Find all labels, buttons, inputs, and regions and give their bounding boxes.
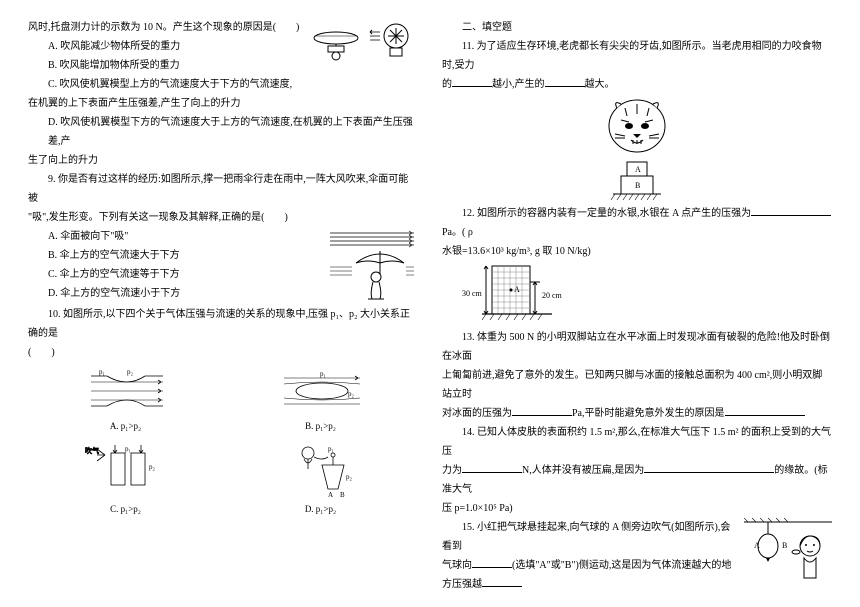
- q10-fig-b: p₁ p₂: [278, 366, 364, 416]
- tiger-figure: [442, 94, 832, 158]
- q11-line2: 的 越小,产生的 越大。: [442, 75, 832, 94]
- q10-c-label: C. p₁>p₂: [110, 501, 141, 518]
- question-9: 9. 你是否有过这样的经历:如图所示,撑一把雨伞行走在雨中,一阵大风吹来,伞面可…: [28, 170, 418, 305]
- q14-blank1[interactable]: [462, 463, 522, 473]
- q10-fig-a: p₁ p₂: [83, 366, 169, 416]
- svg-text:p₂: p₂: [348, 390, 355, 398]
- q10-line2: ( ): [28, 343, 418, 362]
- q15-blank2[interactable]: [482, 577, 522, 587]
- q8-opt-c-line2: 在机翼的上下表面产生压强差,产生了向上的升力: [28, 94, 418, 113]
- q13-blank2[interactable]: [725, 406, 805, 416]
- q11-l2a: 的: [442, 79, 452, 90]
- svg-text:p₂: p₂: [149, 463, 156, 471]
- q8-opt-c: C. 吹风使机翼模型上方的气流速度大于下方的气流速度,: [28, 75, 418, 94]
- q12-line1: 12. 如图所示的容器内装有一定量的水银,水银在 A 点产生的压强为 Pa。( …: [442, 204, 832, 242]
- q9-line2: "吸",发生形变。下列有关这一现象及其解释,正确的是( ): [28, 208, 418, 227]
- svg-text:A B: A B: [328, 491, 345, 499]
- svg-text:p₂: p₂: [127, 368, 134, 376]
- q8-opt-d: D. 吹风使机翼模型下方的气流速度大于上方的气流速度,在机翼的上下表面产生压强差…: [28, 113, 418, 151]
- q10-a-label: A. p₁>p₂: [110, 418, 141, 435]
- q10-opt-a: p₁ p₂ A. p₁>p₂: [83, 366, 169, 435]
- question-8-continued: 风时,托盘测力计的示数为 10 N。产生这个现象的原因是( ) A. 吹风能减少…: [28, 18, 418, 170]
- q10-options-row1: p₁ p₂ A. p₁>p₂ p₁ p₂ B. p₁>p₂: [28, 366, 418, 435]
- svg-text:p₁: p₁: [320, 370, 326, 378]
- right-column: 二、填空题 11. 为了适应生存环境,老虎都长有尖尖的牙齿,如图所示。当老虎用相…: [442, 18, 832, 589]
- q10-opt-d: p₁ p₂ A B D. p₁>p₂: [278, 439, 364, 518]
- q10-opt-c: 吹气 p₁ p₂ C. p₁>p₂: [83, 439, 169, 518]
- q10-opt-b: p₁ p₂ B. p₁>p₂: [278, 366, 364, 435]
- svg-text:A: A: [754, 541, 760, 550]
- q11-blank1[interactable]: [452, 77, 492, 87]
- section-2-title: 二、填空题: [442, 18, 832, 37]
- question-11: 11. 为了适应生存环境,老虎都长有尖尖的牙齿,如图所示。当老虎用相同的力咬食物…: [442, 37, 832, 204]
- q14-l3: 压 p=1.0×10⁵ Pa): [442, 499, 832, 518]
- q11-blank2[interactable]: [545, 77, 585, 87]
- box-ab-figure: A B: [442, 158, 832, 204]
- question-13: 13. 体重为 500 N 的小明双脚站立在水平冰面上时发现冰面有破裂的危险!他…: [442, 328, 832, 423]
- box-a-label: A: [635, 165, 641, 174]
- q11-line1: 11. 为了适应生存环境,老虎都长有尖尖的牙齿,如图所示。当老虎用相同的力咬食物…: [442, 37, 832, 75]
- q14-l1: 14. 已知人体皮肤的表面积约 1.5 m²,那么,在标准大气压下 1.5 m²…: [442, 423, 832, 461]
- q10-line1: 10. 如图所示,以下四个关于气体压强与流速的关系的现象中,压强 p₁、p₂ 大…: [28, 305, 418, 343]
- umbrella-figure: [326, 227, 418, 305]
- balloon-figure: A B: [744, 518, 832, 588]
- svg-text:p₁: p₁: [125, 445, 131, 453]
- q13-blank1[interactable]: [512, 406, 572, 416]
- svg-text:B: B: [782, 541, 787, 550]
- question-12: 12. 如图所示的容器内装有一定量的水银,水银在 A 点产生的压强为 Pa。( …: [442, 204, 832, 328]
- q11-l2b: 越小,产生的: [492, 79, 545, 90]
- svg-text:p₂: p₂: [346, 473, 353, 481]
- q15-blank1[interactable]: [472, 558, 512, 568]
- q13-l2: 上匍匐前进,避免了意外的发生。已知两只脚与冰面的接触总面积为 400 cm²,则…: [442, 366, 832, 404]
- question-15: A B 15. 小红把气球悬挂起来,向气球的 A 侧旁边吹气(如图所示),会看到…: [442, 518, 832, 594]
- q8-opt-d-line2: 生了向上的升力: [28, 151, 418, 170]
- q11-l2c: 越大。: [585, 79, 615, 90]
- fan-wing-figure: [308, 18, 418, 62]
- question-10: 10. 如图所示,以下四个关于气体压强与流速的关系的现象中,压强 p₁、p₂ 大…: [28, 305, 418, 518]
- q10-d-label: D. p₁>p₂: [305, 501, 336, 518]
- q9-line1: 9. 你是否有过这样的经历:如图所示,撑一把雨伞行走在雨中,一阵大风吹来,伞面可…: [28, 170, 418, 208]
- q14-blank2[interactable]: [644, 463, 774, 473]
- fig12-right-label: 20 cm: [542, 291, 563, 300]
- question-14: 14. 已知人体皮肤的表面积约 1.5 m²,那么,在标准大气压下 1.5 m²…: [442, 423, 832, 518]
- q10-b-label: B. p₁>p₂: [305, 418, 336, 435]
- svg-text:p₁: p₁: [328, 445, 334, 453]
- q12-line2: 水银=13.6×10³ kg/m³, g 取 10 N/kg): [442, 242, 832, 262]
- q10-options-row2: 吹气 p₁ p₂ C. p₁>p₂: [28, 439, 418, 518]
- q13-l3: 对冰面的压强为Pa,平卧时能避免意外发生的原因是: [442, 404, 832, 423]
- left-column: 风时,托盘测力计的示数为 10 N。产生这个现象的原因是( ) A. 吹风能减少…: [28, 18, 418, 589]
- fig12-left-label: 30 cm: [462, 289, 483, 298]
- q13-l1: 13. 体重为 500 N 的小明双脚站立在水平冰面上时发现冰面有破裂的危险!他…: [442, 328, 832, 366]
- q12-blank[interactable]: [751, 206, 831, 216]
- fig12-A: A: [514, 285, 520, 294]
- q10-fig-d: p₁ p₂ A B: [278, 439, 364, 499]
- q14-l2: 力为N,人体并没有被压扁,是因为的缘故。(标准大气: [442, 461, 832, 499]
- mercury-figure: 30 cm: [442, 262, 832, 328]
- box-b-label: B: [635, 181, 640, 190]
- svg-text:吹气: 吹气: [85, 446, 99, 455]
- q10-fig-c: 吹气 p₁ p₂: [83, 439, 169, 499]
- svg-text:p₁: p₁: [99, 368, 105, 376]
